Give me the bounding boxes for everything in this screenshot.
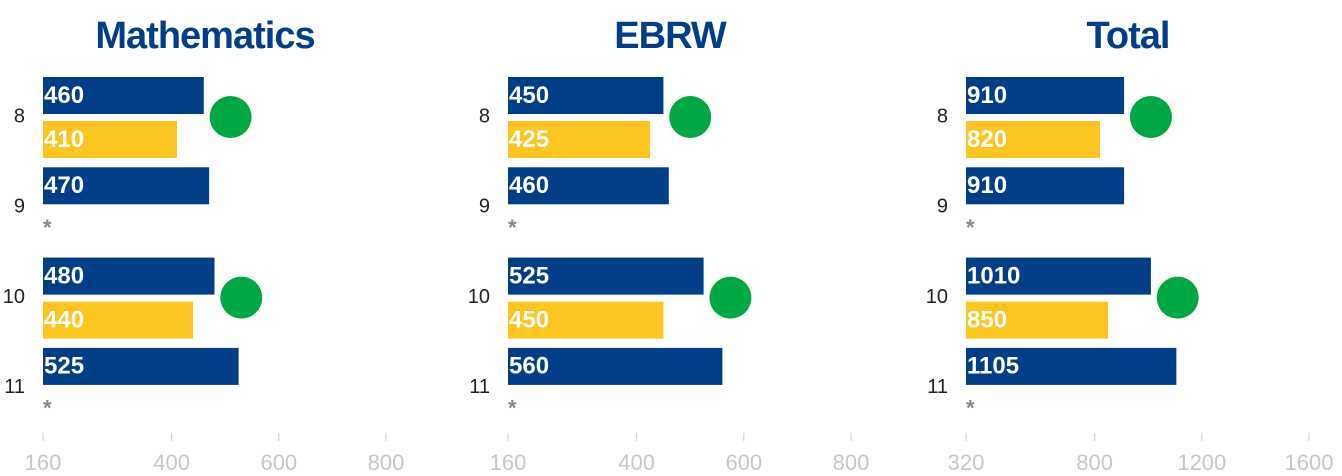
- category-label: 8: [14, 105, 25, 127]
- x-tick-label: 600: [260, 450, 297, 475]
- category-label: 8: [479, 105, 490, 127]
- benchmark-dot: [220, 276, 263, 319]
- bar: [966, 301, 1109, 339]
- bar: [508, 347, 723, 385]
- value-label: 525: [44, 353, 84, 380]
- x-tick-label: 160: [25, 450, 62, 475]
- benchmark-dot: [1156, 276, 1199, 319]
- bar: [43, 77, 204, 114]
- benchmark-dot: [1129, 96, 1172, 138]
- bar: [508, 301, 664, 339]
- value-label: 850: [967, 306, 1007, 333]
- value-label: 410: [44, 126, 84, 153]
- x-tick-label: 400: [153, 450, 190, 475]
- bar: [966, 77, 1125, 114]
- bar: [43, 347, 239, 385]
- x-tick-label: 800: [833, 450, 870, 475]
- bar: [508, 257, 704, 295]
- benchmark-dot: [669, 96, 712, 138]
- category-label: 9: [14, 196, 25, 218]
- value-label: 560: [509, 353, 549, 380]
- value-label: 425: [509, 126, 549, 153]
- asterisk: *: [966, 215, 975, 240]
- asterisk: *: [966, 396, 975, 421]
- bar: [966, 347, 1177, 385]
- category-label: 11: [927, 376, 948, 398]
- panel-title: Mathematics: [95, 15, 314, 57]
- bar: [43, 121, 177, 158]
- bar: [43, 257, 215, 295]
- category-label: 11: [469, 376, 490, 398]
- category-label: 11: [4, 376, 25, 398]
- value-label: 525: [509, 262, 549, 289]
- value-label: 820: [967, 126, 1007, 153]
- x-tick-label: 1200: [1177, 450, 1226, 475]
- bar: [966, 121, 1100, 158]
- asterisk: *: [43, 215, 52, 240]
- value-label: 1010: [967, 262, 1020, 289]
- asterisk: *: [43, 396, 52, 421]
- value-label: 910: [967, 82, 1007, 109]
- bar: [508, 77, 664, 114]
- benchmark-dot: [209, 96, 252, 138]
- x-tick-label: 1600: [1285, 450, 1334, 475]
- x-tick-label: 400: [618, 450, 655, 475]
- bar: [508, 167, 669, 205]
- value-label: 470: [44, 172, 84, 199]
- bar: [508, 121, 651, 158]
- value-label: 910: [967, 172, 1007, 199]
- asterisk: *: [508, 215, 517, 240]
- value-label: 1105: [967, 353, 1019, 380]
- category-label: 9: [937, 196, 948, 218]
- x-tick-label: 320: [948, 450, 985, 475]
- bar: [43, 301, 194, 339]
- x-tick-label: 800: [368, 450, 405, 475]
- benchmark-dot: [709, 276, 752, 319]
- category-label: 10: [926, 286, 948, 308]
- bar: [966, 257, 1151, 295]
- value-label: 440: [44, 306, 84, 333]
- bar: [43, 167, 210, 205]
- x-tick-label: 160: [490, 450, 527, 475]
- category-label: 10: [468, 286, 490, 308]
- bar: [966, 167, 1125, 205]
- category-label: 10: [3, 286, 25, 308]
- value-label: 450: [509, 306, 549, 333]
- x-tick-label: 600: [725, 450, 762, 475]
- category-label: 8: [937, 105, 948, 127]
- asterisk: *: [508, 396, 517, 421]
- value-label: 450: [509, 82, 549, 109]
- category-label: 9: [479, 196, 490, 218]
- x-tick-label: 800: [1076, 450, 1113, 475]
- value-label: 480: [44, 262, 84, 289]
- value-label: 460: [509, 172, 549, 199]
- panel-title: EBRW: [614, 15, 727, 57]
- panel-title: Total: [1087, 15, 1170, 57]
- value-label: 460: [44, 82, 84, 109]
